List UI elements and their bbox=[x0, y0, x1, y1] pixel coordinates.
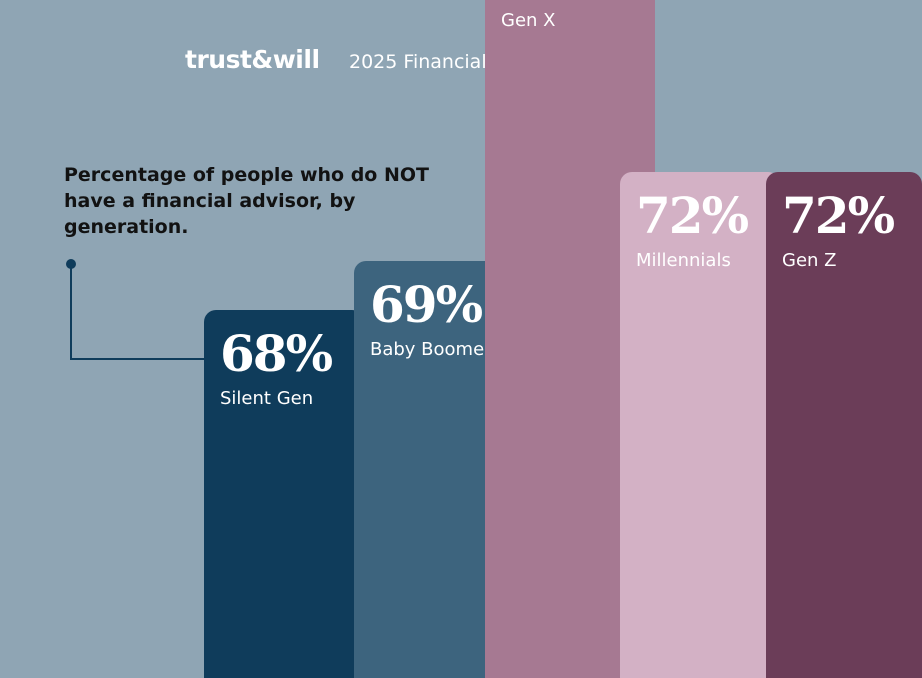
brand-logo: trust&will bbox=[185, 45, 320, 74]
bar-value-label: 72% bbox=[636, 186, 749, 246]
chart-title: Percentage of people who do NOT have a f… bbox=[64, 164, 429, 238]
bar-category-label: Millennials bbox=[636, 250, 731, 272]
bar-silent-gen: 68% Silent Gen bbox=[204, 310, 364, 678]
bar-gen-x: 79% Gen X bbox=[485, 0, 655, 678]
bar-millennials: 72% Millennials bbox=[620, 172, 780, 678]
bar-category-label: Baby Boomers bbox=[370, 339, 501, 361]
bar-value-label: 79% bbox=[501, 0, 614, 4]
bar-value-label: 72% bbox=[782, 186, 895, 246]
bar-gen-z: 72% Gen Z bbox=[766, 172, 922, 678]
bar-category-label: Silent Gen bbox=[220, 388, 314, 409]
bar-category-label: Gen Z bbox=[782, 250, 837, 272]
bar-value-label: 69% bbox=[370, 275, 483, 335]
bar-category-label: Gen X bbox=[501, 9, 556, 31]
bar-value-label: 68% bbox=[220, 324, 333, 383]
leader-connector bbox=[70, 264, 206, 360]
leader-dot bbox=[66, 259, 76, 269]
